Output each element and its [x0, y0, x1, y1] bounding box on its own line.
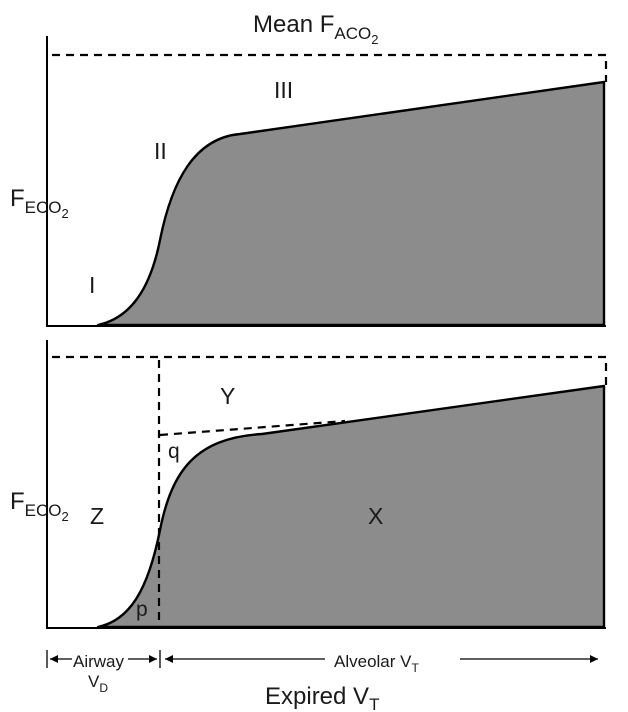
airway-arrowhead-right: [149, 655, 157, 663]
bottom-mean-line: [52, 355, 608, 386]
region-p-label: p: [136, 598, 148, 621]
alveolar-arrowhead-left: [165, 655, 173, 663]
alveolar-arrowhead-right: [590, 655, 598, 663]
top-capnogram-area: [96, 80, 606, 327]
region-y-label: Y: [220, 383, 235, 409]
airway-arrowhead-left: [50, 655, 58, 663]
phase-iii-extrapolation: [159, 419, 346, 437]
bottom-capnogram-area: [96, 384, 606, 629]
bottom-panel: FECO2 Y q Z X p: [10, 340, 608, 629]
volume-annotations: Airway VD Alveolar VT Expired VT: [46, 650, 598, 712]
phase-i-label: I: [89, 272, 95, 298]
alveolar-vt-label: Alveolar VT: [334, 652, 419, 675]
bottom-panel-ylabel: FECO2: [10, 488, 69, 524]
top-panel-ylabel: FECO2: [10, 185, 69, 221]
top-panel-title: Mean FACO2: [253, 11, 378, 47]
top-mean-line: [52, 53, 608, 82]
region-q-label: q: [168, 440, 180, 463]
x-axis-label: Expired VT: [265, 683, 379, 712]
top-panel: Mean FACO2 FECO2 I II III: [10, 11, 608, 327]
phase-ii-label: II: [154, 138, 167, 164]
airway-vd-label: VD: [88, 672, 108, 695]
region-x-label: X: [368, 503, 383, 529]
region-z-label: Z: [90, 503, 104, 529]
phase-iii-label: III: [274, 77, 293, 103]
airway-label: Airway: [73, 652, 125, 671]
